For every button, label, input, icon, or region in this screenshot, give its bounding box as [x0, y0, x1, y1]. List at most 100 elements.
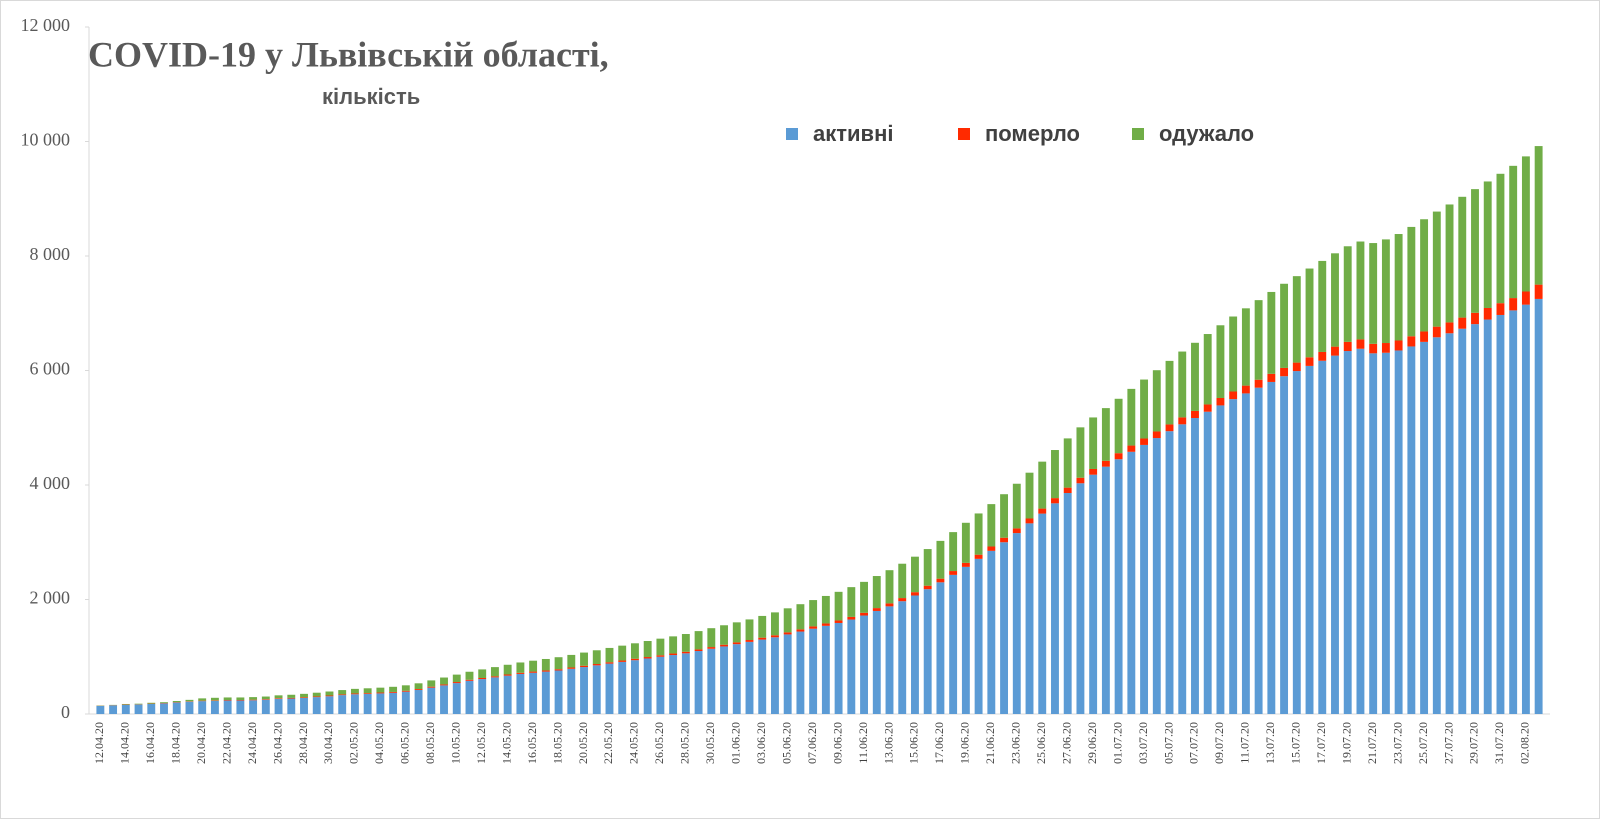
bar-segment — [1496, 314, 1505, 714]
bar-segment — [669, 655, 678, 714]
bar-segment — [1534, 146, 1543, 285]
bar-segment — [1254, 300, 1263, 380]
bar-segment — [554, 669, 563, 671]
x-tick-label: 20.04.20 — [194, 722, 208, 764]
bar-segment — [1420, 331, 1429, 342]
bar-segment — [160, 703, 168, 714]
bar-segment — [274, 695, 283, 699]
bar-segment — [974, 554, 983, 559]
bar-segment — [1420, 219, 1429, 332]
bar-segment — [249, 700, 258, 714]
bar-segment — [1089, 468, 1098, 475]
bar-segment — [529, 671, 538, 673]
bar-segment — [261, 696, 270, 700]
bar-segment — [898, 601, 907, 714]
bar-segment — [210, 697, 219, 701]
bar-segment — [732, 642, 741, 645]
bar-segment — [796, 631, 805, 714]
bar-segment — [261, 699, 270, 714]
bar-segment — [1267, 373, 1276, 382]
bar-segment — [1381, 343, 1390, 353]
bar-segment — [669, 636, 678, 654]
bar-segment — [821, 595, 830, 624]
bar-segment — [350, 694, 359, 714]
bar-segment — [1063, 487, 1072, 494]
x-tick-label: 14.05.20 — [499, 722, 513, 764]
bar-segment — [732, 644, 741, 714]
bar-segment — [516, 672, 525, 674]
bar-segment — [771, 635, 779, 638]
bar-segment — [478, 669, 487, 678]
bar-segment — [261, 699, 270, 700]
bar-segment — [312, 696, 321, 698]
bar-segment — [860, 581, 868, 613]
bar-segment — [1407, 226, 1416, 337]
bar-segment — [605, 663, 614, 714]
x-tick-label: 26.04.20 — [270, 722, 284, 764]
bar-segment — [427, 680, 436, 687]
x-tick-label: 02.05.20 — [347, 722, 361, 764]
bar-segment — [758, 637, 767, 640]
bar-segment — [1165, 424, 1174, 432]
bar-segment — [1241, 393, 1250, 714]
bar-segment — [936, 540, 945, 579]
bar-segment — [643, 658, 652, 714]
bar-segment — [732, 622, 741, 643]
bar-segment — [1076, 477, 1085, 484]
bar-segment — [834, 622, 843, 714]
x-tick-label: 07.07.20 — [1187, 722, 1201, 764]
x-tick-label: 17.07.20 — [1314, 722, 1328, 764]
bar-segment — [1445, 333, 1454, 714]
bar-segment — [172, 701, 181, 703]
bar-segment — [1114, 453, 1123, 460]
bar-segment — [1509, 165, 1518, 299]
bar-segment — [414, 689, 423, 714]
bar-segment — [656, 655, 665, 657]
bar-segment — [172, 702, 181, 714]
bar-segment — [1216, 397, 1225, 406]
bar-segment — [541, 670, 550, 672]
bar-segment — [567, 668, 576, 714]
bar-segment — [605, 647, 614, 663]
bar-segment — [465, 671, 474, 680]
x-tick-label: 12.05.20 — [474, 722, 488, 764]
bar-segment — [1063, 438, 1072, 488]
bar-segment — [1369, 353, 1378, 714]
x-tick-label: 27.06.20 — [1059, 722, 1073, 764]
bar-segment — [567, 654, 576, 668]
bar-segment — [300, 697, 308, 698]
bar-segment — [1496, 173, 1505, 304]
bar-segment — [440, 684, 448, 686]
x-tick-label: 10.05.20 — [449, 722, 463, 764]
bar-segment — [1051, 450, 1059, 499]
bar-segment — [580, 652, 588, 666]
bar-segment — [1025, 518, 1034, 524]
bar-segment — [465, 680, 474, 714]
x-tick-label: 02.08.20 — [1518, 722, 1532, 764]
bar-segment — [1216, 325, 1225, 398]
x-tick-label: 23.07.20 — [1390, 722, 1404, 764]
bar-segment — [376, 693, 385, 714]
bar-segment — [885, 570, 894, 604]
bar-segment — [783, 632, 792, 635]
bar-segment — [1267, 381, 1276, 714]
bar-segment — [809, 600, 818, 627]
x-tick-label: 25.07.20 — [1416, 722, 1430, 764]
bar-segment — [605, 662, 614, 664]
bar-segment — [401, 691, 410, 714]
bar-segment — [872, 608, 881, 611]
bar-segment — [1051, 503, 1059, 714]
bar-segment — [1356, 348, 1365, 714]
bar-segment — [809, 628, 818, 714]
x-tick-label: 15.06.20 — [907, 722, 921, 764]
bar-segment — [987, 546, 996, 551]
bar-segment — [109, 705, 118, 714]
bar-segment — [1356, 241, 1365, 340]
bar-segment — [440, 677, 448, 685]
bar-segment — [1483, 319, 1492, 714]
x-tick-label: 24.04.20 — [245, 722, 259, 764]
bar-segment — [1318, 360, 1327, 714]
bar-segment — [630, 658, 639, 661]
bar-segment — [1394, 340, 1403, 351]
bar-segment — [1445, 204, 1454, 323]
